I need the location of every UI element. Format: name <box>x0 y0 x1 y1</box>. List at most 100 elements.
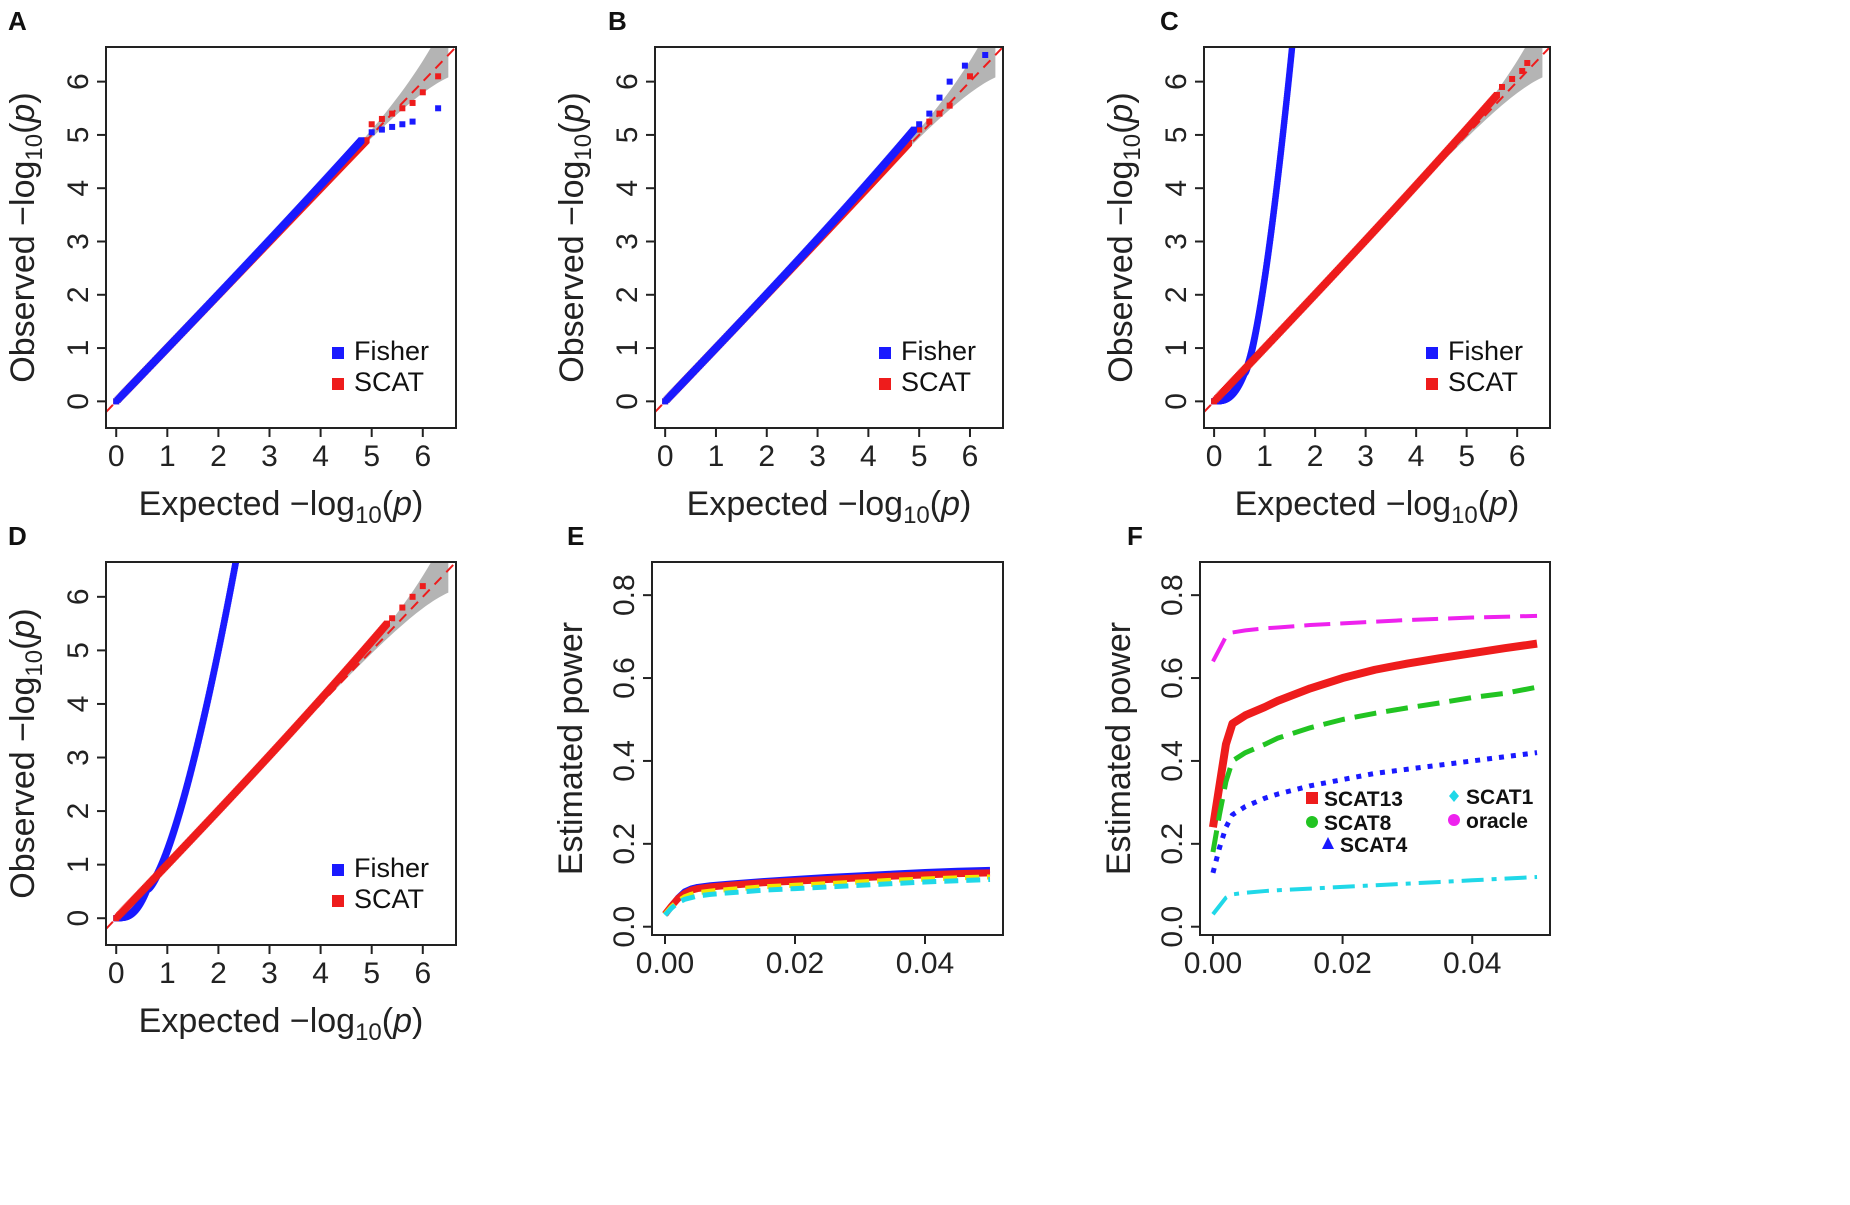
x-tick-label: 1 <box>159 957 176 990</box>
data-point <box>982 51 989 58</box>
data-point <box>435 105 442 112</box>
x-tick-label: 4 <box>860 440 877 473</box>
y-tick-label: 2 <box>62 803 95 820</box>
x-tick-label: 0.02 <box>1313 947 1371 980</box>
x-tick-label: 0 <box>108 440 125 473</box>
x-tick-label: 3 <box>809 440 826 473</box>
data-point <box>926 110 933 117</box>
x-tick-label: 0 <box>1206 440 1223 473</box>
legend-label-scat13: SCAT13 <box>1324 788 1403 811</box>
data-point <box>389 110 396 117</box>
data-point <box>399 121 406 128</box>
plot-frame <box>105 561 457 946</box>
legend-label-scat: SCAT <box>354 884 424 914</box>
data-point <box>368 121 375 128</box>
y-tick-label: 0.0 <box>608 906 641 948</box>
legend-marker-scat13 <box>1306 792 1318 804</box>
y-tick-label: 4 <box>611 180 644 197</box>
x-tick-label: 0 <box>108 957 125 990</box>
data-point <box>961 62 968 69</box>
x-tick-label: 0 <box>657 440 674 473</box>
legend-label-oracle: oracle <box>1466 810 1528 833</box>
data-point <box>435 73 442 80</box>
legend-label-scat: SCAT <box>354 367 424 397</box>
data-point <box>966 73 973 80</box>
data-point <box>1524 59 1531 66</box>
x-tick-label: 1 <box>159 440 176 473</box>
x-tick-label: 2 <box>210 440 227 473</box>
series-fisher <box>113 105 442 405</box>
x-tick-label: 0.04 <box>1443 947 1501 980</box>
data-point <box>916 126 923 133</box>
plot-area <box>106 562 456 930</box>
y-tick-label: 0.2 <box>608 823 641 865</box>
y-tick-label: 3 <box>62 749 95 766</box>
y-tick-label: 6 <box>1160 73 1193 90</box>
legend-label-fisher: Fisher <box>1448 336 1523 366</box>
x-tick-label: 1 <box>708 440 725 473</box>
data-point <box>378 126 385 133</box>
legend-marker-scat <box>1426 378 1438 390</box>
data-point <box>232 562 239 565</box>
data-point <box>419 583 426 590</box>
plot-frame <box>1199 561 1551 936</box>
plot-area <box>106 47 456 413</box>
x-tick-label: 0.04 <box>896 947 954 980</box>
plot-area <box>655 47 1003 413</box>
legend-marker-scat <box>879 378 891 390</box>
legend-label-scat: SCAT <box>1448 367 1518 397</box>
x-tick-label: 2 <box>758 440 775 473</box>
legend-label-scat: SCAT <box>901 367 971 397</box>
y-tick-label: 1 <box>611 340 644 357</box>
y-tick-label: 5 <box>1160 127 1193 144</box>
data-point <box>384 620 391 627</box>
y-axis-title: Estimated power <box>1100 622 1138 875</box>
x-tick-label: 4 <box>312 440 329 473</box>
legend-label-fisher: Fisher <box>354 853 429 883</box>
y-tick-label: 5 <box>62 642 95 659</box>
x-tick-label: 1 <box>1256 440 1273 473</box>
y-tick-label: 0.6 <box>1156 657 1189 699</box>
y-tick-label: 0.2 <box>1156 823 1189 865</box>
series-line-scat4 <box>1210 750 1538 874</box>
plot-area <box>1204 47 1550 413</box>
y-tick-label: 6 <box>611 73 644 90</box>
y-tick-label: 5 <box>62 127 95 144</box>
data-point <box>399 604 406 611</box>
legend-marker-fisher <box>879 347 891 359</box>
y-tick-label: 1 <box>62 340 95 357</box>
y-tick-label: 0.4 <box>608 740 641 782</box>
y-tick-label: 0.0 <box>1156 906 1189 948</box>
data-point <box>1519 67 1526 74</box>
plot-frame <box>105 46 457 429</box>
y-tick-label: 2 <box>62 286 95 303</box>
legend-marker-fisher <box>332 347 344 359</box>
x-tick-label: 3 <box>261 957 278 990</box>
data-point <box>378 115 385 122</box>
x-tick-label: 0.00 <box>636 947 694 980</box>
x-tick-label: 0.02 <box>766 947 824 980</box>
data-point <box>1509 75 1516 82</box>
data-point <box>368 129 375 136</box>
y-axis-title: Estimated power <box>552 622 590 875</box>
x-tick-label: 4 <box>312 957 329 990</box>
data-point <box>926 118 933 125</box>
series-line-cyan <box>663 876 991 917</box>
y-tick-label: 3 <box>62 233 95 250</box>
series-line-scat13 <box>1209 639 1538 828</box>
data-point <box>911 126 918 133</box>
series-line-scat8 <box>1210 684 1538 853</box>
data-point <box>1499 83 1506 90</box>
y-tick-label: 5 <box>611 127 644 144</box>
legend-marker-fisher <box>332 864 344 876</box>
data-point <box>358 137 365 144</box>
data-point <box>906 139 913 146</box>
y-tick-label: 2 <box>1160 286 1193 303</box>
panel-F: 0.00 0.02 0.04 0.0 0.2 0.4 0.6 0.8 Estimated pow… <box>1100 521 1551 980</box>
panel-label: D <box>8 521 27 551</box>
y-tick-label: 4 <box>62 180 95 197</box>
series-scat <box>1211 59 1531 405</box>
x-tick-label: 6 <box>962 440 979 473</box>
